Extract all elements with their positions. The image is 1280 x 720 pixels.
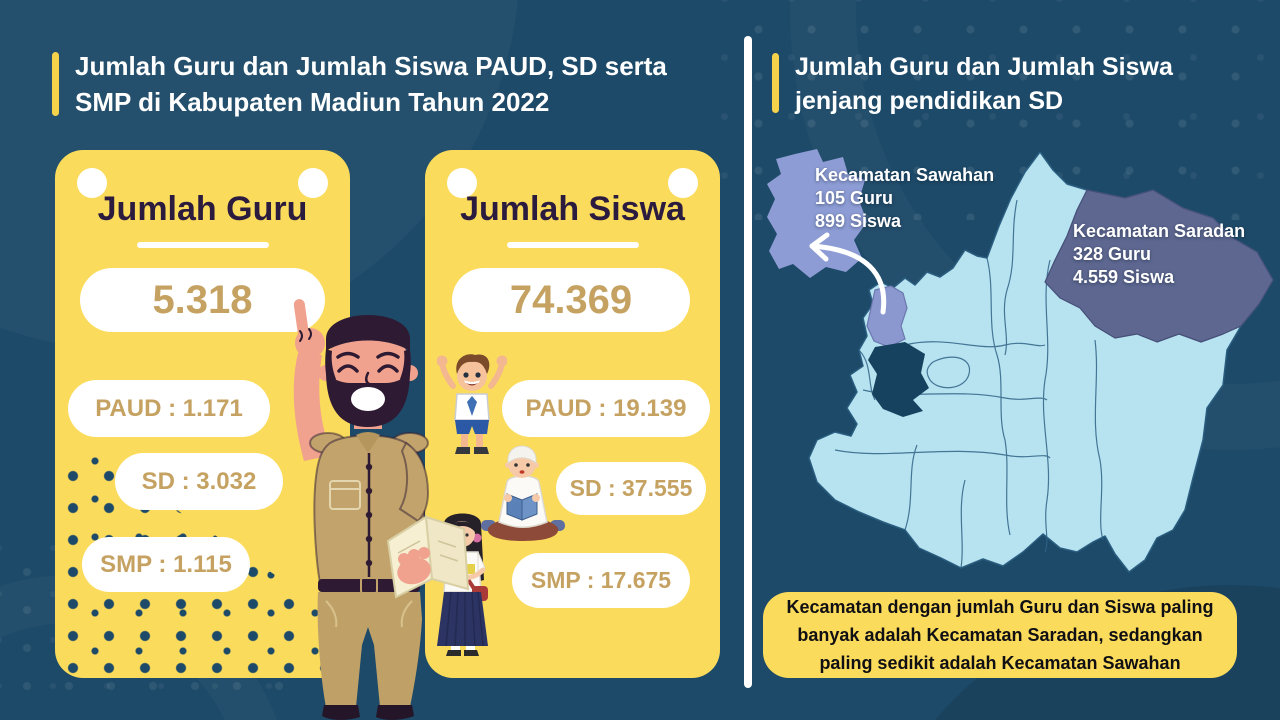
accent-bar <box>772 53 779 113</box>
saradan-name: Kecamatan Saradan <box>1073 221 1246 241</box>
conclusion-note: Kecamatan dengan jumlah Guru dan Siswa p… <box>763 592 1237 678</box>
pin-dot <box>298 168 328 198</box>
pin-dot <box>77 168 107 198</box>
teacher-illustration <box>293 299 470 720</box>
card-underline <box>506 242 639 248</box>
note-line1: Kecamatan dengan jumlah Guru dan Siswa p… <box>786 597 1214 617</box>
siswa-smp-pill: SMP : 17.675 <box>512 553 690 608</box>
pin-dot <box>668 168 698 198</box>
right-panel-header: Jumlah Guru dan Jumlah Siswa jenjang pen… <box>772 50 1173 118</box>
saradan-siswa: 4.559 Siswa <box>1073 267 1175 287</box>
guru-card-title: Jumlah Guru <box>97 190 308 228</box>
arrow-icon <box>809 232 887 315</box>
region-saradan <box>1044 189 1274 343</box>
right-panel-title: Jumlah Guru dan Jumlah Siswa jenjang pen… <box>795 50 1173 118</box>
sawahan-siswa: 899 Siswa <box>815 211 902 231</box>
left-panel-title: Jumlah Guru dan Jumlah Siswa PAUD, SD se… <box>75 48 667 120</box>
sawahan-callout: Kecamatan Sawahan 105 Guru 899 Siswa <box>815 164 994 233</box>
accent-bar <box>52 52 59 116</box>
madiun-district-map <box>767 149 1274 573</box>
siswa-total-pill: 74.369 <box>452 268 690 332</box>
saradan-guru: 328 Guru <box>1073 244 1152 264</box>
reading-boy-illustration <box>481 445 565 541</box>
sawahan-guru: 105 Guru <box>815 188 894 208</box>
panel-divider <box>744 36 752 688</box>
siswa-card-title: Jumlah Siswa <box>460 190 685 228</box>
left-title-line1: Jumlah Guru dan Jumlah Siswa PAUD, SD se… <box>75 51 667 81</box>
note-line2: banyak adalah Kecamatan Saradan, sedangk… <box>797 625 1203 645</box>
left-title-line2: SMP di Kabupaten Madiun Tahun 2022 <box>75 87 550 117</box>
guru-total-pill: 5.318 <box>80 268 325 332</box>
guru-smp-pill: SMP : 1.115 <box>82 537 250 592</box>
note-line3: paling sedikit adalah Kecamatan Sawahan <box>819 653 1181 673</box>
region-sawahan <box>866 285 908 348</box>
map-enclave <box>868 342 929 417</box>
sawahan-name: Kecamatan Sawahan <box>815 165 995 185</box>
siswa-paud-pill: PAUD : 19.139 <box>502 380 710 437</box>
guru-card: Jumlah Guru 5.318 PAUD : 1.171 SD : 3.03… <box>55 150 350 678</box>
cheering-boy-illustration <box>437 354 507 454</box>
guru-sd-pill: SD : 3.032 <box>115 453 283 510</box>
siswa-sd-pill: SD : 37.555 <box>556 462 706 515</box>
right-title-line1: Jumlah Guru dan Jumlah Siswa <box>795 53 1173 81</box>
card-underline <box>136 242 269 248</box>
sawahan-inset-shape <box>767 149 867 278</box>
right-title-line2: jenjang pendidikan SD <box>795 87 1064 115</box>
pin-dot <box>447 168 477 198</box>
guru-paud-pill: PAUD : 1.171 <box>68 380 270 437</box>
saradan-callout: Kecamatan Saradan 328 Guru 4.559 Siswa <box>1073 220 1245 289</box>
left-panel-header: Jumlah Guru dan Jumlah Siswa PAUD, SD se… <box>52 48 667 120</box>
